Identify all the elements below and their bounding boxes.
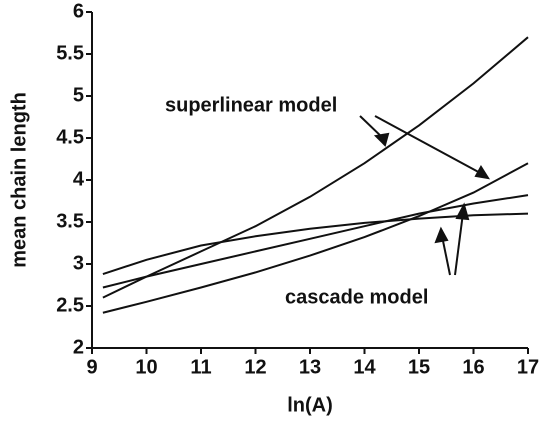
series-line bbox=[102, 36, 529, 299]
annotation: superlinear model bbox=[165, 94, 337, 116]
y-axis-label: mean chain length bbox=[8, 92, 30, 268]
y-tick-label: 3.5 bbox=[56, 210, 84, 232]
x-tick-label: 10 bbox=[135, 356, 157, 378]
x-tick-label: 14 bbox=[353, 356, 376, 378]
y-tick-label: 2.5 bbox=[56, 294, 84, 316]
series-line bbox=[102, 194, 529, 289]
series-line bbox=[102, 162, 529, 314]
y-tick-label: 6 bbox=[73, 0, 84, 22]
x-axis-label: ln(A) bbox=[287, 394, 333, 416]
x-tick-label: 11 bbox=[190, 356, 211, 378]
y-tick-label: 5.5 bbox=[56, 42, 84, 64]
series-line bbox=[102, 212, 529, 276]
annotation: cascade model bbox=[285, 286, 428, 308]
x-tick-label: 13 bbox=[299, 356, 321, 378]
x-tick-label: 16 bbox=[462, 356, 484, 378]
y-tick-label: 4 bbox=[73, 168, 85, 190]
y-tick-label: 5 bbox=[73, 84, 84, 106]
y-tick-label: 2 bbox=[73, 336, 84, 358]
x-tick-label: 9 bbox=[86, 356, 97, 378]
x-tick-label: 15 bbox=[408, 356, 430, 378]
y-tick-label: 4.5 bbox=[56, 126, 84, 148]
x-tick-label: 17 bbox=[517, 356, 539, 378]
y-tick-label: 3 bbox=[73, 252, 84, 274]
x-tick-label: 12 bbox=[244, 356, 266, 378]
